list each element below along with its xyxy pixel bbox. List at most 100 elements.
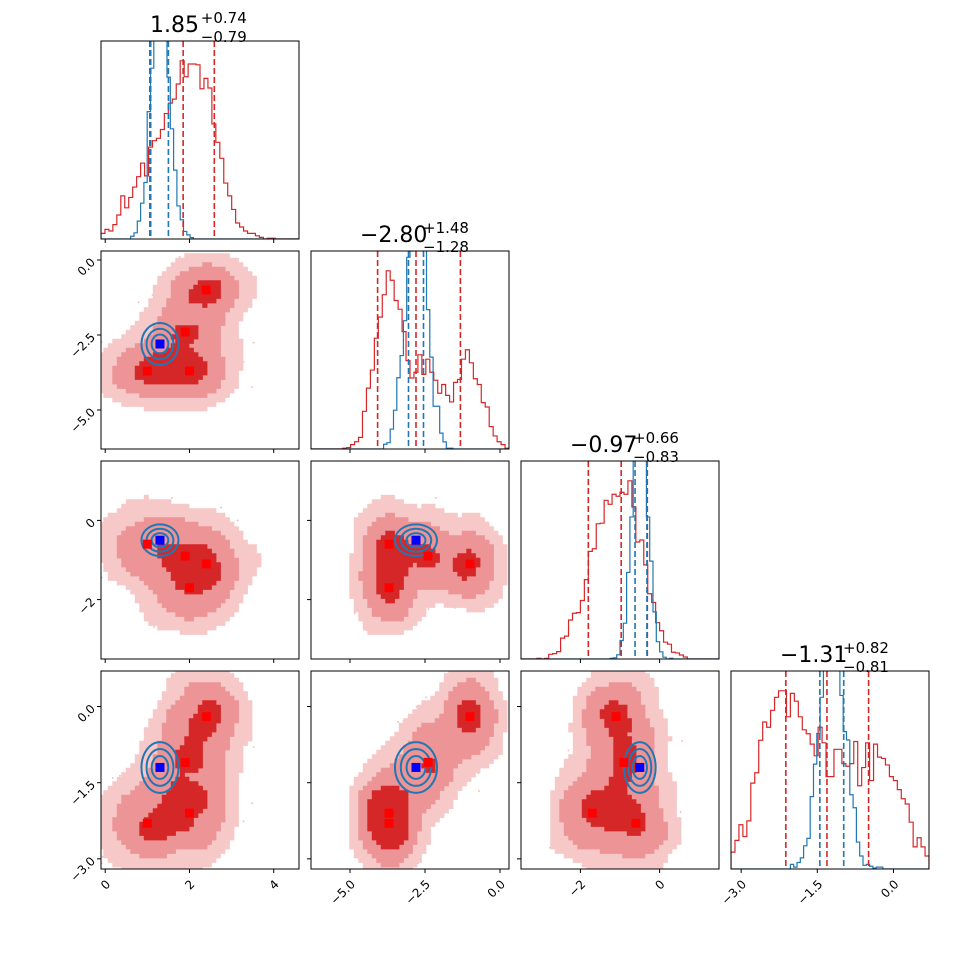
panel-frame-1-2 xyxy=(310,460,510,660)
scatter-point xyxy=(199,887,201,889)
blue-contour-2 xyxy=(399,527,433,553)
scatter-point xyxy=(679,811,682,813)
title-minus: −1.28 xyxy=(423,238,469,256)
histogram-title-2: −0.97 xyxy=(570,433,637,458)
red-marker xyxy=(201,712,211,722)
x-tick-label: −2.5 xyxy=(403,877,434,908)
blue-contour-3 xyxy=(622,741,657,794)
red-marker xyxy=(184,583,194,593)
red-marker xyxy=(184,808,194,818)
red-marker xyxy=(423,551,433,561)
scatter-point xyxy=(624,664,626,666)
histogram-title-0: 1.85 xyxy=(150,13,199,38)
scatter-point xyxy=(99,825,101,827)
blue-marker xyxy=(411,535,421,545)
red-marker xyxy=(611,712,621,722)
panel-frame-0-2 xyxy=(100,460,300,660)
scatter-point xyxy=(200,881,202,883)
blue-contour-1 xyxy=(150,755,170,780)
title-plus: +1.48 xyxy=(423,219,469,237)
scatter-point xyxy=(425,696,427,699)
panel-0-2 xyxy=(101,494,262,635)
histogram-panel-1 xyxy=(311,251,509,449)
x-tick-label: 2 xyxy=(182,877,197,892)
panel-1-3 xyxy=(349,654,508,898)
scatter-point xyxy=(179,664,181,666)
red-marker xyxy=(142,366,152,376)
blue-contour-2 xyxy=(145,327,175,361)
scatter-point xyxy=(585,879,587,881)
scatter-point xyxy=(435,497,437,499)
scatter-point xyxy=(101,855,104,858)
y-tick-label: −1.5 xyxy=(68,778,99,809)
histogram-panel-2 xyxy=(521,461,719,659)
red-marker xyxy=(619,757,629,767)
scatter-point xyxy=(168,879,170,881)
panel-frame-2-2 xyxy=(520,460,720,660)
blue-histogram xyxy=(521,461,719,659)
density-band-3 xyxy=(376,530,481,604)
scatter-point xyxy=(400,871,402,873)
scatter-point xyxy=(375,881,377,883)
red-marker xyxy=(423,757,433,767)
scatter-point xyxy=(427,608,430,610)
red-marker xyxy=(201,285,211,295)
blue-contour-3 xyxy=(394,523,438,558)
scatter-point xyxy=(171,497,173,499)
scatter-point xyxy=(111,777,114,779)
red-marker xyxy=(384,818,394,828)
scatter-point xyxy=(353,612,356,615)
blue-contour-3 xyxy=(140,741,180,794)
scatter-point xyxy=(553,887,555,889)
red-histogram xyxy=(521,480,719,659)
blue-contour-1 xyxy=(405,532,427,549)
blue-marker xyxy=(635,762,645,772)
red-marker xyxy=(631,818,641,828)
scatter-point xyxy=(251,386,254,388)
red-histogram xyxy=(101,60,299,239)
panel-frame-0-3 xyxy=(100,670,300,870)
density-band-3 xyxy=(581,700,646,836)
y-tick-label: 0.0 xyxy=(75,255,98,278)
blue-contour-2 xyxy=(145,748,175,787)
scatter-point xyxy=(502,664,504,666)
x-tick-label: −5.0 xyxy=(328,877,359,908)
red-marker xyxy=(184,366,194,376)
y-tick-label: −3.0 xyxy=(68,854,99,885)
scatter-point xyxy=(157,871,159,873)
panel-frame-1-1 xyxy=(310,250,510,450)
scatter-point xyxy=(242,820,245,823)
histogram-panel-3 xyxy=(731,671,929,869)
scatter-point xyxy=(119,774,121,777)
panel-frame-3-3 xyxy=(730,670,930,870)
red-marker xyxy=(201,559,211,569)
density-band-3 xyxy=(157,544,221,595)
x-tick-label: −2 xyxy=(566,877,588,899)
panel-frame-1-3 xyxy=(310,670,510,870)
red-marker xyxy=(142,539,152,549)
scatter-point xyxy=(455,654,457,656)
scatter-point xyxy=(478,790,480,792)
x-tick-label: 0 xyxy=(98,877,113,892)
title-plus: +0.82 xyxy=(843,639,889,657)
y-tick-label: −2 xyxy=(76,595,98,617)
scatter-point xyxy=(157,896,159,898)
y-tick-label: −5.0 xyxy=(68,405,99,436)
scatter-point xyxy=(395,896,397,898)
x-tick-label: 0.0 xyxy=(878,877,901,900)
panel-2-3 xyxy=(548,664,683,898)
panel-0-3 xyxy=(99,664,255,898)
scatter-point xyxy=(397,720,399,723)
title-plus: +0.66 xyxy=(633,429,679,447)
scatter-point xyxy=(631,896,633,898)
blue-marker xyxy=(155,762,165,772)
panel-1-2 xyxy=(349,494,508,635)
scatter-point xyxy=(629,881,631,883)
title-minus: −0.79 xyxy=(201,28,247,46)
scatter-point xyxy=(548,846,551,849)
histogram-panel-0 xyxy=(101,41,299,239)
red-marker xyxy=(465,712,475,722)
red-marker xyxy=(180,757,190,767)
title-plus: +0.74 xyxy=(201,9,247,27)
